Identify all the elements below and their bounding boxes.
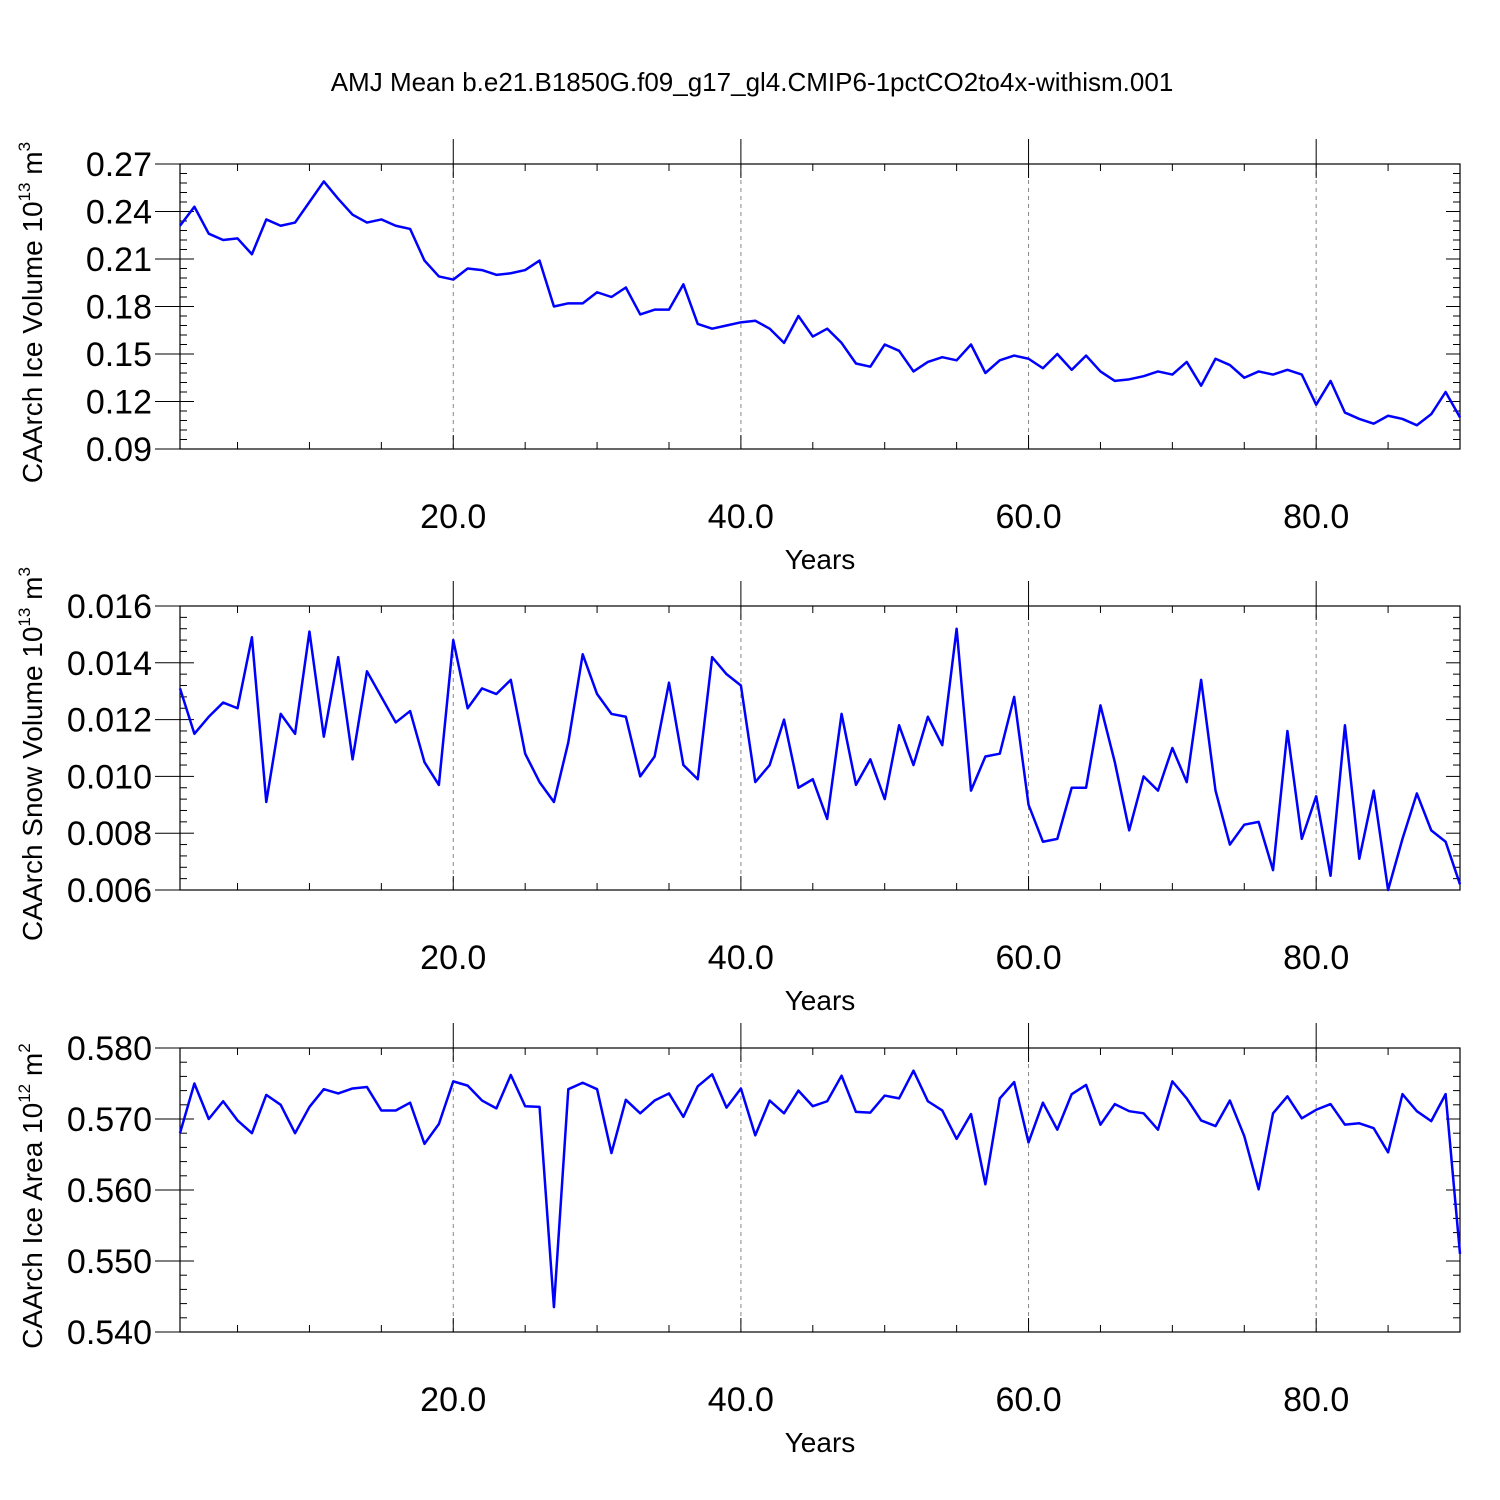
x-tick-label: 60.0 [995, 1381, 1061, 1419]
y-tick-label: 0.570 [67, 1101, 152, 1139]
plot-frame [179, 1047, 1461, 1333]
y-tick-label: 0.008 [67, 815, 152, 853]
plot-frame [179, 163, 1461, 450]
y-tick-label: 0.580 [67, 1030, 152, 1068]
x-tick-label: 20.0 [420, 1381, 486, 1419]
y-tick-label: 0.540 [67, 1314, 152, 1352]
y-tick-label: 0.006 [67, 872, 152, 910]
x-tick-label: 40.0 [708, 498, 774, 536]
y-tick-label: 0.560 [67, 1172, 152, 1210]
y-axis-label: CAArch Ice Volume 1013 m3 [15, 142, 48, 483]
x-tick-label: 80.0 [1283, 939, 1349, 977]
x-tick-label: 40.0 [708, 939, 774, 977]
y-tick-label: 0.21 [86, 241, 152, 279]
panel-1: 0.09 0.12 0.15 0.18 0.21 0.24 0.27 20.0 40.0 60.0… [15, 139, 1462, 575]
y-tick-label: 0.010 [67, 758, 152, 796]
y-tick-label: 0.12 [86, 384, 152, 422]
x-axis-label: Years [785, 985, 856, 1016]
plot-frame [179, 605, 1461, 891]
x-axis-label: Years [785, 544, 856, 575]
x-tick-label: 40.0 [708, 1381, 774, 1419]
y-tick-label: 0.18 [86, 289, 152, 327]
chart-title: AMJ Mean b.e21.B1850G.f09_g17_gl4.CMIP6-… [331, 67, 1174, 97]
y-tick-label: 0.24 [86, 194, 152, 232]
x-tick-label: 60.0 [995, 939, 1061, 977]
y-tick-label: 0.15 [86, 336, 152, 374]
series-line [178, 627, 1462, 892]
panels: 0.09 0.12 0.15 0.18 0.21 0.24 0.27 20.0 40.0 60.0… [15, 139, 1462, 1458]
x-tick-label: 80.0 [1283, 1381, 1349, 1419]
x-tick-label: 20.0 [420, 498, 486, 536]
x-tick-label: 20.0 [420, 939, 486, 977]
y-tick-label: 0.016 [67, 588, 152, 626]
series-line [178, 1069, 1462, 1309]
panel-2: 0.006 0.008 0.010 0.012 0.014 0.016 20.0 40.0 60… [15, 567, 1462, 1016]
panel-3: 0.540 0.550 0.560 0.570 0.580 20.0 40.0 60.0 80.… [15, 1023, 1462, 1458]
y-tick-label: 0.550 [67, 1243, 152, 1281]
y-axis-label: CAArch Snow Volume 1013 m3 [15, 567, 48, 941]
series-line [179, 180, 1462, 427]
y-tick-label: 0.012 [67, 702, 152, 740]
y-axis-label: CAArch Ice Area 1012 m2 [15, 1043, 48, 1348]
y-tick-label: 0.09 [86, 431, 152, 469]
x-tick-label: 80.0 [1283, 498, 1349, 536]
y-tick-label: 0.27 [86, 146, 152, 184]
y-tick-label: 0.014 [67, 645, 152, 683]
x-axis-label: Years [785, 1427, 856, 1458]
x-tick-label: 60.0 [995, 498, 1061, 536]
